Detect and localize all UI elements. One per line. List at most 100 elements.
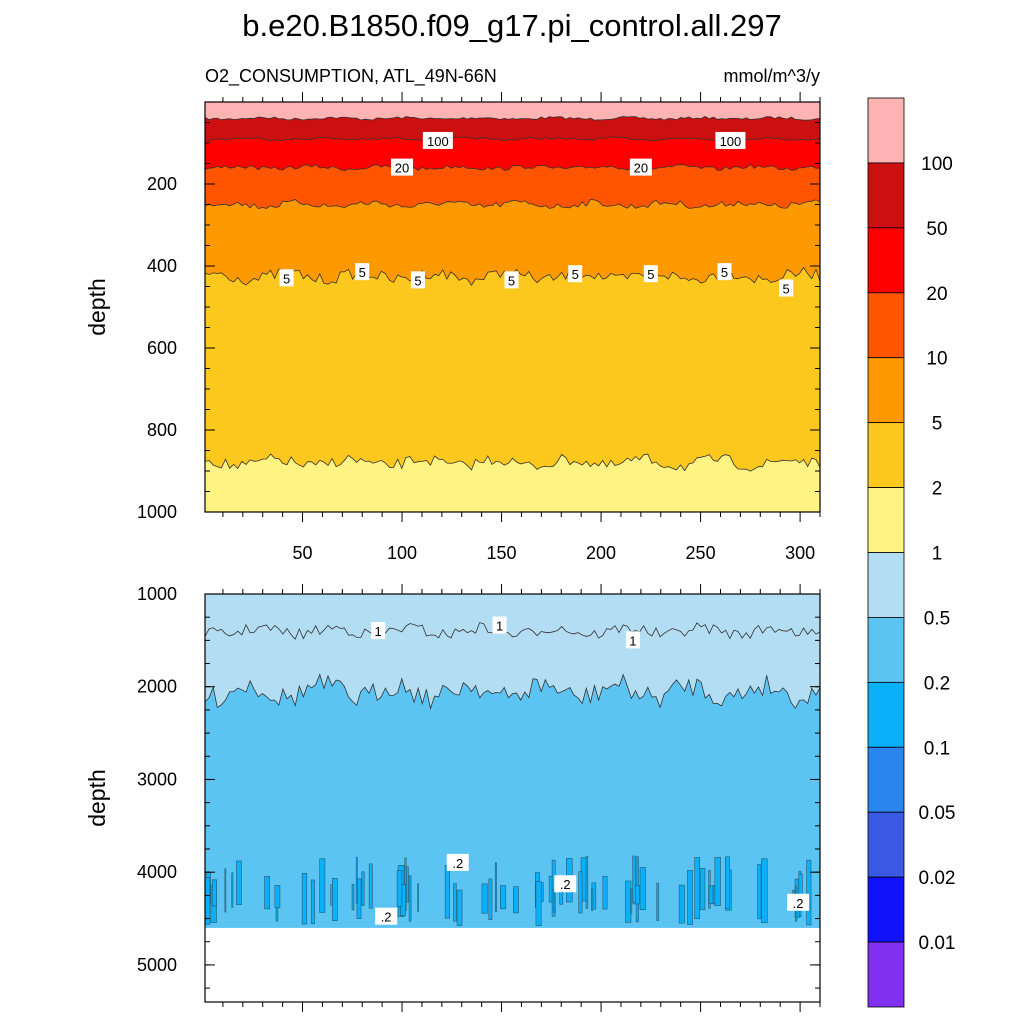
- x-tick-label: 50: [293, 543, 313, 563]
- contour-label: 100: [720, 134, 742, 149]
- patch: [456, 889, 463, 926]
- patch: [578, 871, 583, 914]
- patch: [708, 885, 714, 905]
- patch: [236, 860, 242, 905]
- colorbar-label: 10: [926, 349, 947, 370]
- patch: [714, 856, 721, 906]
- patch: [332, 877, 338, 921]
- contour-label-bg: [779, 279, 794, 297]
- colorbar-label: 0.02: [919, 868, 956, 889]
- contour-label: 1: [629, 633, 636, 648]
- y-tick-label: 200: [147, 174, 177, 194]
- y-tick-label: 5000: [137, 955, 177, 975]
- patch: [591, 888, 594, 911]
- patch: [319, 858, 326, 913]
- contour-label-bg: [410, 271, 425, 289]
- y-tick-label: 1000: [137, 584, 177, 604]
- patch: [694, 857, 700, 920]
- contour-label-bg: [279, 269, 294, 287]
- colorbar-label: 100: [921, 154, 953, 175]
- contour-line: [205, 199, 820, 210]
- patch: [231, 872, 234, 908]
- patch: [453, 883, 457, 922]
- y-axis-label: depth: [84, 278, 110, 336]
- contour-label-bg: [446, 853, 469, 871]
- contour-label-bg: [643, 265, 658, 283]
- contour-label-bg: [629, 158, 652, 176]
- patch: [408, 875, 412, 922]
- contour-label-bg: [504, 271, 519, 289]
- contour-label: 5: [508, 273, 515, 288]
- colorbar-box: [867, 617, 905, 683]
- colorbar-box: [867, 357, 905, 424]
- patch: [351, 884, 355, 911]
- contour-label-bg: [371, 622, 386, 640]
- contour-label-bg: [391, 158, 414, 176]
- units-subtitle: mmol/m^3/y: [724, 66, 820, 86]
- colorbar-label: 0.5: [924, 608, 950, 629]
- colorbar-label: 1: [932, 544, 943, 565]
- contour-label-bg: [422, 131, 453, 149]
- contour-label: 5: [647, 267, 654, 282]
- chart-title: b.e20.B1850.f09_g17.pi_control.all.297: [242, 8, 782, 43]
- contour-label-bg: [492, 616, 507, 634]
- colorbar-box: [867, 681, 905, 748]
- patch: [625, 880, 632, 923]
- contour-label-bg: [355, 263, 370, 281]
- patch: [417, 883, 419, 912]
- patch: [639, 867, 646, 911]
- patch: [632, 855, 636, 904]
- contour-line: [205, 673, 820, 711]
- colorbar-box: [867, 162, 905, 229]
- patch: [513, 886, 519, 914]
- y-tick-label: 1000: [137, 502, 177, 522]
- colorbar-box: [867, 422, 905, 488]
- patch: [264, 876, 270, 910]
- contour-label: .2: [793, 896, 804, 911]
- x-tick-label: 150: [487, 543, 517, 563]
- y-tick-label: 2000: [137, 677, 177, 697]
- contour-line: [205, 453, 820, 472]
- colorbar: 100 50 20 10 5 2 1 0.5 0.2 0.1 0.05 0.02 0.01: [867, 97, 956, 1008]
- patch: [205, 877, 211, 925]
- y-tick-label: 400: [147, 256, 177, 276]
- upper-panel: 100 100 20 20 5 5 5 5 5 5 5 5 200 400 600 800 1000 50 100 1…: [84, 92, 821, 563]
- patch: [301, 872, 308, 925]
- plot-area: [205, 594, 820, 928]
- colorbar-box: [867, 876, 905, 943]
- patch: [535, 881, 542, 926]
- patch: [724, 856, 730, 909]
- y-tick-label: 600: [147, 338, 177, 358]
- x-tick-label: 100: [387, 543, 417, 563]
- contour-label-bg: [715, 131, 746, 149]
- patch: [553, 888, 556, 913]
- colorbar-box: [867, 487, 905, 553]
- patch: [224, 868, 227, 913]
- colorbar-label: 20: [926, 284, 947, 305]
- colorbar-label: 0.01: [919, 933, 956, 954]
- patch: [494, 862, 497, 912]
- y-axis-label: depth: [84, 769, 110, 827]
- contour-label: 20: [395, 161, 409, 176]
- patch: [488, 878, 493, 920]
- patch: [211, 879, 217, 907]
- colorbar-label: 5: [932, 414, 943, 435]
- patch: [368, 863, 373, 909]
- contour-line: [205, 163, 820, 172]
- contour-label-bg: [717, 263, 732, 281]
- patch: [678, 884, 685, 924]
- contour-label-bg: [787, 893, 810, 911]
- patch: [500, 885, 507, 910]
- left-subtitle: O2_CONSUMPTION, ATL_49N-66N: [205, 66, 497, 87]
- patch: [656, 882, 660, 921]
- band-fill: [205, 674, 820, 928]
- contour-label: 5: [414, 273, 421, 288]
- patch: [274, 885, 281, 909]
- colorbar-label: 0.2: [924, 673, 950, 694]
- patch: [757, 864, 762, 920]
- band-fill: [205, 454, 820, 512]
- colorbar-label: 50: [926, 219, 947, 240]
- contour-label: 5: [721, 265, 728, 280]
- contour-line: [205, 116, 820, 121]
